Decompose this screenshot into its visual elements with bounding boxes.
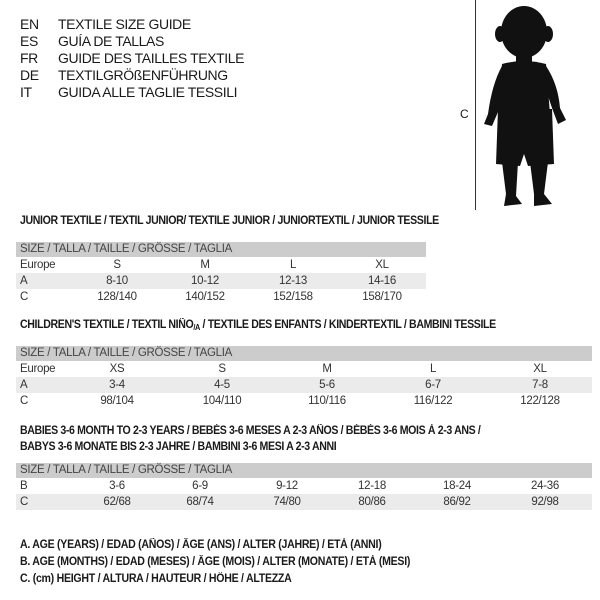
- table-cell: 24-36: [531, 480, 559, 492]
- header-row: SIZE / TALLA / TAILLE / GRÖSSE / TAGLIA: [16, 242, 426, 257]
- table-cell: L: [289, 259, 297, 271]
- row-label: C: [20, 395, 29, 407]
- legend-a: A. AGE (YEARS) / EDAD (AÑOS) / ÂGE (ANS)…: [20, 539, 382, 551]
- header-row: SIZE / TALLA / TAILLE / GRÖSSE / TAGLIA: [16, 463, 592, 478]
- table-cell: 68/74: [186, 496, 214, 508]
- table-row: A 8-10 10-12 12-13 14-16: [16, 273, 426, 289]
- child-silhouette-icon: [484, 6, 566, 206]
- table-cell: 152/158: [273, 291, 313, 303]
- babies-size-table: SIZE / TALLA / TAILLE / GRÖSSE / TAGLIA B…: [16, 463, 592, 510]
- height-line: [475, 0, 476, 210]
- table-cell: 110/116: [308, 395, 346, 407]
- table-row: C 62/68 68/74 74/80 80/86 86/92 92/98: [16, 494, 592, 510]
- table-cell: M: [322, 363, 332, 375]
- row-label: C: [20, 496, 29, 508]
- lang-title: GUIDE DES TAILLES TEXTILE: [58, 50, 245, 66]
- table-cell: 140/152: [185, 291, 225, 303]
- junior-title: JUNIOR TEXTILE / TEXTIL JUNIOR/ TEXTILE …: [20, 215, 439, 227]
- table-cell: 3-6: [109, 480, 125, 492]
- lang-title: GUIDA ALLE TAGLIE TESSILI: [58, 84, 238, 100]
- table-cell: 86/92: [443, 496, 471, 508]
- table-cell: XL: [533, 363, 547, 375]
- row-label: A: [20, 379, 28, 391]
- row-label: Europe: [20, 363, 56, 375]
- children-title: CHILDREN'S TEXTILE / TEXTIL NIÑO/A / TEX…: [20, 319, 496, 332]
- table-cell: 5-6: [319, 379, 335, 391]
- lang-code: EN: [20, 16, 39, 32]
- children-size-table: SIZE / TALLA / TAILLE / GRÖSSE / TAGLIA E…: [16, 346, 592, 409]
- height-label: C: [460, 107, 469, 121]
- lang-code: ES: [20, 33, 38, 49]
- table-cell: 116/122: [413, 395, 453, 407]
- legend-b: B. AGE (MONTHS) / EDAD (MESES) / ÂGE (MO…: [20, 556, 411, 568]
- table-cell: 14-16: [368, 275, 396, 287]
- babies-title-line2: BABYS 3-6 MONATE BIS 2-3 JAHRE / BAMBINI…: [20, 441, 337, 453]
- lang-title: TEXTILGRÖßENFÜHRUNG: [58, 67, 228, 83]
- table-cell: 4-5: [214, 379, 230, 391]
- table-row: A 3-4 4-5 5-6 6-7 7-8: [16, 377, 592, 393]
- table-cell: 158/170: [362, 291, 402, 303]
- table-cell: 122/128: [520, 395, 560, 407]
- row-label: A: [20, 275, 28, 287]
- header-row: SIZE / TALLA / TAILLE / GRÖSSE / TAGLIA: [16, 346, 592, 361]
- table-cell: XS: [109, 363, 125, 375]
- table-cell: 62/68: [103, 496, 131, 508]
- table-cell: 92/98: [531, 496, 559, 508]
- lang-code: FR: [20, 50, 38, 66]
- table-cell: 104/110: [202, 395, 242, 407]
- table-header: SIZE / TALLA / TAILLE / GRÖSSE / TAGLIA: [20, 243, 233, 255]
- table-row: Europe XS S M L XL: [16, 361, 592, 377]
- table-cell: 12-18: [358, 480, 386, 492]
- lang-code: DE: [20, 67, 39, 83]
- table-cell: 74/80: [273, 496, 301, 508]
- table-cell: 80/86: [358, 496, 386, 508]
- table-cell: 10-12: [191, 275, 219, 287]
- table-row: B 3-6 6-9 9-12 12-18 18-24 24-36: [16, 478, 592, 494]
- table-cell: L: [429, 363, 437, 375]
- row-label: C: [20, 291, 29, 303]
- junior-size-table: SIZE / TALLA / TAILLE / GRÖSSE / TAGLIA E…: [16, 242, 426, 305]
- table-cell: XL: [375, 259, 389, 271]
- table-cell: 8-10: [106, 275, 128, 287]
- lang-title: GUÍA DE TALLAS: [58, 33, 164, 49]
- row-label: B: [20, 480, 28, 492]
- lang-code: IT: [20, 84, 32, 100]
- legend-c: C. (cm) HEIGHT / ALTURA / HAUTEUR / HÖHE…: [20, 573, 292, 585]
- row-label: Europe: [20, 259, 56, 271]
- table-cell: 3-4: [109, 379, 125, 391]
- table-row: C 128/140 140/152 152/158 158/170: [16, 289, 426, 305]
- table-cell: 98/104: [100, 395, 134, 407]
- table-cell: S: [218, 363, 226, 375]
- table-cell: 9-12: [276, 480, 298, 492]
- table-cell: 18-24: [443, 480, 471, 492]
- table-cell: 6-7: [425, 379, 441, 391]
- table-cell: S: [113, 259, 121, 271]
- table-header: SIZE / TALLA / TAILLE / GRÖSSE / TAGLIA: [20, 347, 233, 359]
- lang-title: TEXTILE SIZE GUIDE: [58, 16, 191, 32]
- table-row: C 98/104 104/110 110/116 116/122 122/128: [16, 393, 592, 409]
- table-cell: 6-9: [192, 480, 208, 492]
- table-header: SIZE / TALLA / TAILLE / GRÖSSE / TAGLIA: [20, 464, 233, 476]
- table-cell: 12-13: [279, 275, 307, 287]
- legend: A. AGE (YEARS) / EDAD (AÑOS) / ÂGE (ANS)…: [20, 537, 444, 588]
- babies-title-line1: BABIES 3-6 MONTH TO 2-3 YEARS / BEBÉS 3-…: [20, 425, 481, 437]
- table-cell: 128/140: [97, 291, 137, 303]
- table-row: Europe S M L XL: [16, 257, 426, 273]
- table-cell: 7-8: [532, 379, 548, 391]
- table-cell: M: [200, 259, 210, 271]
